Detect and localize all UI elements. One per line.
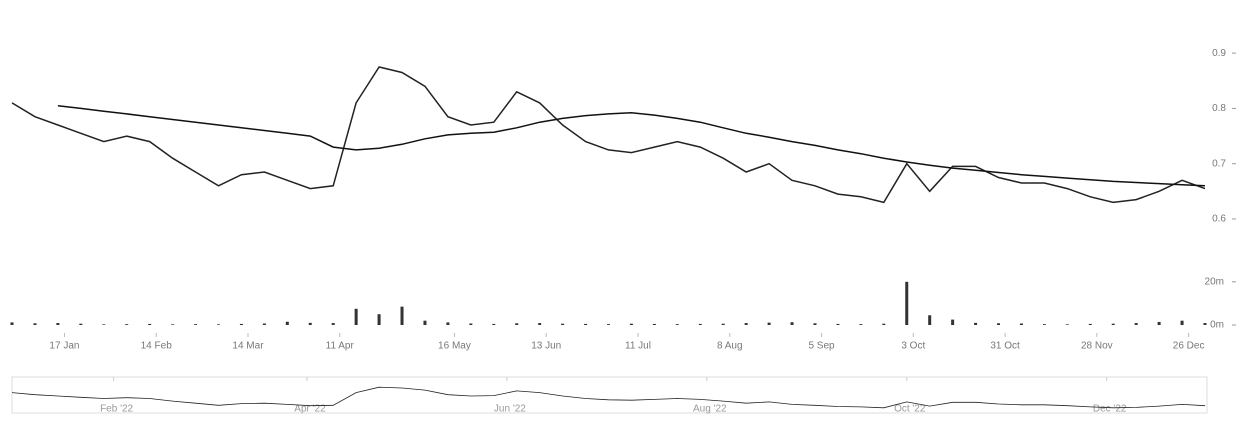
- y-tick-label: 0.6: [1212, 214, 1226, 225]
- volume-bar: [859, 324, 863, 325]
- y-tick-label: 0.9: [1212, 48, 1226, 59]
- volume-bar: [125, 324, 129, 325]
- volume-bar: [56, 323, 60, 325]
- volume-bar: [1180, 320, 1184, 325]
- volume-bar: [951, 319, 955, 325]
- volume-bar: [239, 323, 243, 325]
- volume-bar: [33, 323, 37, 325]
- y-tick-label: 0.7: [1212, 158, 1226, 169]
- volume-bar: [1134, 323, 1138, 325]
- volume-bar: [767, 322, 771, 325]
- navigator-frame: [11, 376, 1208, 414]
- volume-bar: [1203, 323, 1207, 325]
- volume-bar: [10, 322, 14, 325]
- volume-bar: [446, 322, 450, 325]
- navigator-tick-label: Apr '22: [294, 404, 326, 415]
- volume-bar: [102, 324, 106, 325]
- volume-bar: [423, 320, 427, 325]
- volume-bar: [194, 324, 198, 325]
- volume-bar: [171, 324, 175, 325]
- navigator-tick-label: Oct '22: [894, 404, 926, 415]
- volume-bar: [652, 323, 656, 325]
- x-tick-label: 16 May: [438, 341, 471, 352]
- volume-bar: [331, 323, 335, 325]
- volume-bar: [790, 322, 794, 325]
- volume-bar: [515, 323, 519, 325]
- volume-bar: [698, 323, 702, 325]
- volume-bar: [492, 323, 496, 325]
- navigator-tick-label: Aug '22: [693, 404, 727, 415]
- volume-bar: [216, 324, 220, 325]
- y-tick-label: 0.8: [1212, 103, 1226, 114]
- volume-tick-label: 20m: [1205, 276, 1224, 287]
- volume-bar: [561, 323, 565, 325]
- volume-bar: [1019, 323, 1023, 325]
- price-line: [57, 104, 1206, 187]
- x-tick-label: 14 Mar: [232, 341, 264, 352]
- volume-bar: [997, 323, 1001, 325]
- volume-bar: [813, 323, 817, 325]
- volume-bar: [744, 323, 748, 325]
- volume-bar: [882, 323, 886, 325]
- x-tick-label: 26 Dec: [1173, 341, 1205, 352]
- volume-bar: [675, 324, 679, 325]
- x-tick-label: 11 Apr: [326, 341, 355, 352]
- volume-bar: [308, 322, 312, 325]
- x-tick-label: 28 Nov: [1081, 341, 1113, 352]
- x-tick-label: 8 Aug: [717, 341, 743, 352]
- x-tick-label: 13 Jun: [531, 341, 561, 352]
- price-line: [11, 66, 1206, 204]
- volume-bar: [79, 323, 83, 325]
- x-tick-label: 31 Oct: [990, 341, 1020, 352]
- volume-bar: [354, 308, 358, 325]
- navigator-tick-label: Feb '22: [100, 404, 133, 415]
- volume-bar: [1111, 323, 1115, 325]
- navigator-tick-label: Jun '22: [494, 404, 526, 415]
- volume-bar: [1157, 321, 1161, 325]
- x-tick-label: 3 Oct: [901, 341, 925, 352]
- volume-bar: [262, 323, 266, 325]
- volume-bar: [1088, 323, 1092, 325]
- x-tick-label: 11 Jul: [625, 341, 651, 352]
- volume-bar: [400, 306, 404, 325]
- volume-bar: [469, 323, 473, 325]
- volume-bar: [377, 314, 381, 325]
- volume-bar: [629, 323, 633, 325]
- volume-bar: [836, 323, 840, 325]
- volume-bar: [928, 315, 932, 325]
- volume-bar: [974, 322, 978, 325]
- volume-bar: [1042, 324, 1046, 325]
- x-tick-label: 17 Jan: [49, 341, 79, 352]
- navigator-tick-label: Dec '22: [1093, 404, 1127, 415]
- volume-tick-label: 0m: [1210, 320, 1224, 331]
- x-tick-label: 14 Feb: [141, 341, 173, 352]
- x-tick-label: 5 Sep: [808, 341, 835, 352]
- navigator-line: [11, 386, 1206, 409]
- volume-bar: [905, 281, 909, 325]
- volume-bar: [1065, 324, 1069, 325]
- volume-bar: [607, 324, 610, 325]
- volume-bar: [584, 323, 588, 325]
- volume-bar: [148, 323, 152, 325]
- volume-bar: [721, 323, 725, 325]
- volume-bar: [538, 323, 542, 325]
- volume-bar: [285, 321, 289, 325]
